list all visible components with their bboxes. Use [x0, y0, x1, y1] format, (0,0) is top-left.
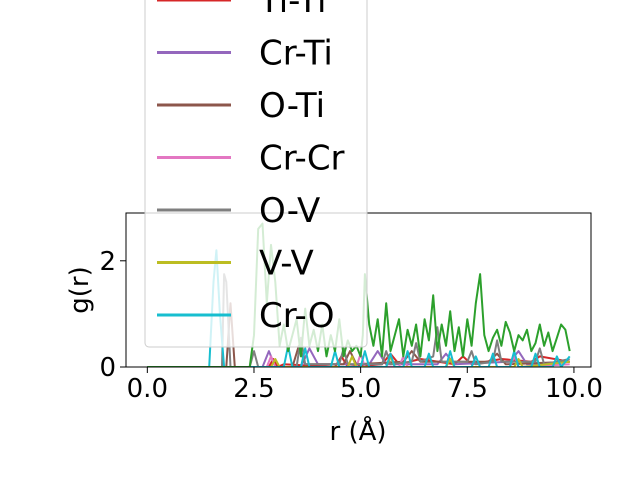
x-tick-label: 5.0: [340, 374, 381, 404]
x-axis-label: r (Å): [329, 415, 386, 447]
series-layer: [147, 222, 571, 367]
x-tick-label: 7.5: [447, 374, 488, 404]
y-tick-label: 0: [99, 353, 116, 383]
legend-label: Cr-Ti: [259, 34, 333, 74]
legend-label: O-Ti: [259, 86, 325, 126]
x-tick-label: 2.5: [233, 374, 274, 404]
series-line-cr-o: [147, 249, 571, 367]
y-tick-label: 2: [99, 247, 116, 277]
legend-label: O-V: [259, 191, 320, 231]
legend-box: [144, 0, 368, 348]
x-axis: 0.0 2.5 5.0 7.5 10.0: [127, 367, 603, 404]
legend: Ti-Ti Cr-Ti O-Ti Cr-Cr O-V V-V Cr-O: [144, 0, 368, 348]
legend-label: Cr-Cr: [259, 139, 345, 179]
y-axis: 02: [99, 247, 126, 383]
x-tick-label: 10.0: [545, 374, 603, 404]
series-line-unlabeled-7: [147, 222, 571, 367]
legend-label: Cr-O: [259, 296, 335, 336]
series-line-cr-cr: [147, 352, 570, 367]
y-axis-label: g(r): [65, 266, 95, 313]
x-tick-label: 0.0: [127, 374, 168, 404]
legend-label: V-V: [259, 244, 314, 284]
legend-label: Ti-Ti: [258, 0, 327, 21]
